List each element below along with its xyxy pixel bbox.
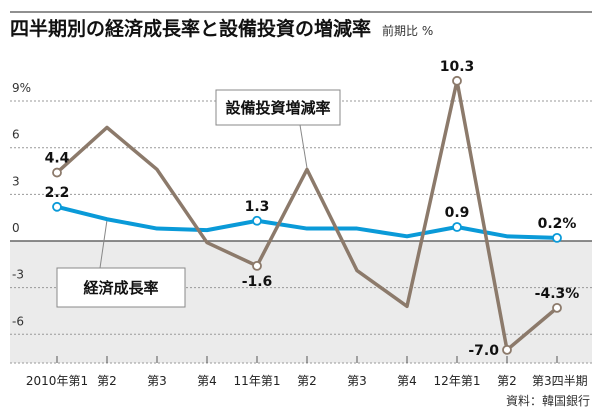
data-label: -4.3% bbox=[535, 286, 580, 302]
x-tick-label: 第2 bbox=[97, 374, 117, 388]
y-tick-label: -3 bbox=[12, 268, 24, 282]
data-point bbox=[452, 75, 462, 86]
series-line bbox=[56, 204, 558, 240]
data-point bbox=[252, 215, 262, 226]
callout-leader-investment bbox=[299, 124, 308, 169]
data-label: 10.3 bbox=[440, 59, 475, 75]
chart-title: 四半期別の経済成長率と設備投資の増減率 bbox=[10, 17, 371, 40]
data-label: 2.2 bbox=[45, 185, 70, 201]
callout-leader-gdp bbox=[99, 219, 108, 269]
source-note: 資料：韓国銀行 bbox=[506, 394, 590, 408]
legend-box-investment bbox=[215, 89, 341, 126]
x-tick-label: 第3四半期 bbox=[532, 374, 588, 388]
x-tick-label: 2010年第1 bbox=[26, 374, 88, 388]
legend-box-gdp bbox=[56, 267, 186, 308]
x-tick-label: 第3 bbox=[347, 374, 367, 388]
data-label: 0.2% bbox=[538, 216, 577, 232]
y-tick-label: -6 bbox=[12, 314, 24, 328]
data-label: -7.0 bbox=[468, 343, 499, 359]
data-point bbox=[502, 344, 512, 355]
x-tick-label: 第2 bbox=[297, 374, 317, 388]
y-tick-label: 3 bbox=[12, 174, 20, 188]
data-label: -1.6 bbox=[242, 274, 273, 290]
x-tick-label: 12年第1 bbox=[434, 374, 481, 388]
legend-label-gdp: 経済成長率 bbox=[83, 279, 158, 297]
data-label: 0.9 bbox=[445, 205, 470, 221]
data-label: 4.4 bbox=[45, 151, 70, 167]
data-point bbox=[552, 302, 562, 313]
series-line bbox=[55, 79, 559, 352]
data-point bbox=[452, 222, 462, 232]
x-tick-label: 11年第1 bbox=[234, 374, 281, 388]
data-point bbox=[552, 232, 562, 243]
x-tick-label: 第3 bbox=[147, 374, 167, 388]
data-point bbox=[52, 201, 62, 212]
y-tick-label: 0 bbox=[12, 221, 20, 235]
chart-subtitle: 前期比 % bbox=[382, 23, 433, 38]
data-label: 1.3 bbox=[245, 199, 270, 215]
data-point bbox=[252, 260, 262, 271]
legend-label-investment: 設備投資増減率 bbox=[225, 99, 330, 117]
x-tick-label: 第2 bbox=[497, 374, 517, 388]
y-tick-label: 9% bbox=[12, 81, 31, 95]
x-tick-label: 第4 bbox=[397, 374, 417, 388]
data-point bbox=[52, 167, 62, 178]
x-tick-label: 第4 bbox=[197, 374, 217, 388]
y-tick-label: 6 bbox=[12, 128, 20, 142]
